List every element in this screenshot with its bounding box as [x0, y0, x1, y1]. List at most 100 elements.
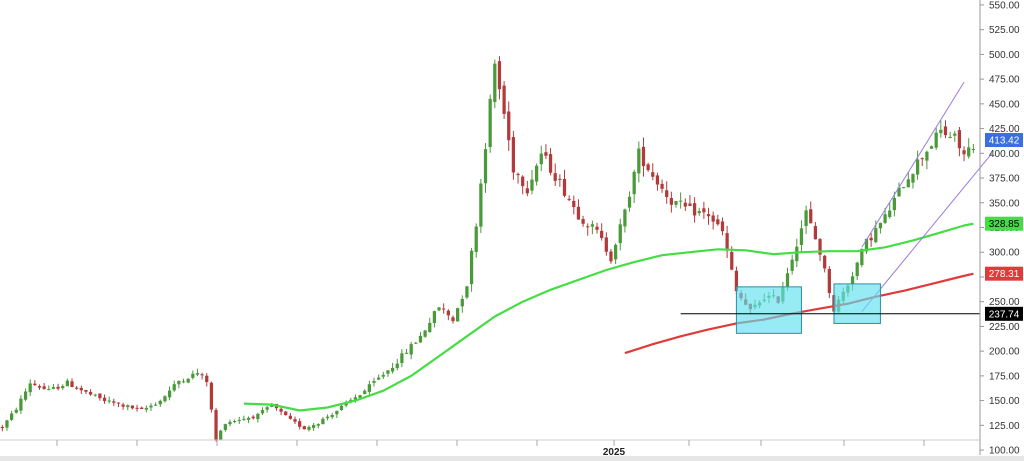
candle [65, 378, 69, 387]
candle [335, 410, 339, 419]
candle [205, 373, 209, 387]
candle [107, 396, 111, 404]
candle [818, 238, 822, 262]
candle [600, 223, 604, 241]
candle [516, 172, 520, 184]
candle [451, 315, 455, 324]
candle [553, 163, 557, 186]
candle [604, 232, 608, 256]
scrollbar-track[interactable] [0, 456, 1024, 461]
candle [460, 295, 464, 313]
candle [576, 199, 581, 220]
candle [595, 222, 599, 234]
candle [233, 419, 237, 424]
candle [725, 225, 729, 259]
candle [423, 329, 427, 338]
candle [962, 146, 966, 162]
candle [246, 416, 251, 424]
candle [149, 403, 153, 412]
y-tick-label: 100.00 [989, 446, 1020, 457]
candle [400, 349, 404, 368]
candle [683, 198, 687, 211]
candle [158, 399, 162, 407]
candle [191, 370, 195, 380]
candle [93, 393, 97, 397]
candle [915, 150, 920, 180]
candle [446, 309, 450, 321]
candle [878, 222, 883, 234]
candle [530, 169, 534, 195]
candle [321, 416, 325, 425]
candle [804, 205, 808, 235]
candle [112, 398, 116, 407]
candle [5, 419, 9, 431]
candle [539, 145, 543, 172]
candle [181, 378, 186, 384]
highlight-box [833, 283, 881, 324]
candle [98, 393, 102, 401]
candle [827, 266, 831, 299]
candle [102, 394, 107, 404]
candle [507, 101, 511, 151]
candle [70, 378, 74, 388]
candle [325, 414, 330, 421]
candle [534, 163, 539, 186]
candle [404, 348, 409, 355]
candle [260, 407, 265, 416]
candle [809, 201, 813, 224]
candle [548, 147, 553, 176]
y-tick-label: 400.00 [989, 149, 1020, 160]
candle [390, 362, 395, 374]
x-tick-label: 2025 [603, 447, 626, 458]
channel-upper-line [861, 81, 965, 248]
candle [28, 379, 32, 397]
candle [437, 307, 441, 312]
candle [456, 307, 460, 322]
candle [521, 175, 525, 195]
y-tick-label: 300.00 [989, 248, 1020, 259]
candle [674, 200, 678, 208]
candle [330, 412, 334, 420]
candle [902, 187, 906, 189]
candle [525, 180, 529, 197]
candle [311, 422, 316, 431]
candle [200, 372, 204, 380]
candle [790, 254, 794, 275]
y-tick-label: 425.00 [989, 124, 1020, 135]
y-tick-label: 375.00 [989, 174, 1020, 185]
candle [307, 425, 311, 432]
candle [465, 285, 469, 300]
price-badge-ma-fast: 328.85 [985, 216, 1023, 231]
candle [37, 384, 42, 390]
candle [172, 380, 176, 392]
candle [242, 415, 246, 421]
candle [0, 424, 4, 432]
candle [609, 248, 613, 264]
candle [660, 179, 664, 193]
candle [186, 378, 190, 384]
candle [911, 173, 915, 189]
candle [75, 385, 79, 390]
candle [144, 405, 148, 413]
candle [544, 144, 548, 160]
candle [920, 157, 924, 167]
candle [567, 195, 571, 202]
candle [925, 150, 929, 170]
candle [214, 407, 218, 442]
candle [228, 419, 232, 427]
candle [288, 412, 293, 420]
y-tick-label: 150.00 [989, 396, 1020, 407]
candle [56, 383, 60, 391]
x-axis: 2025 [0, 439, 1024, 461]
candle [665, 181, 669, 204]
candle [669, 191, 673, 213]
price-badge-support: 237.74 [985, 306, 1023, 321]
price-badge-label: 278.31 [989, 269, 1020, 280]
candle [655, 172, 660, 191]
candle [929, 145, 934, 149]
candle [167, 386, 172, 401]
candle [697, 207, 701, 216]
candle [195, 368, 200, 377]
y-tick-label: 350.00 [989, 198, 1020, 209]
